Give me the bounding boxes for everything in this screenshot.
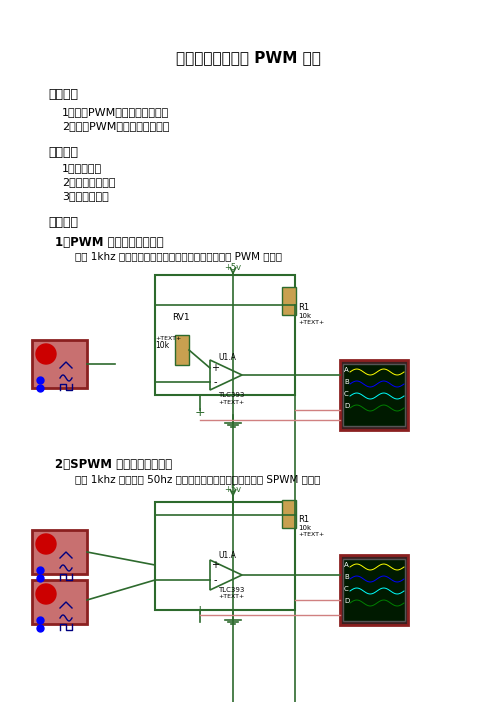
Bar <box>155 275 295 395</box>
Text: +TEXT+: +TEXT+ <box>298 321 324 326</box>
Bar <box>155 502 295 610</box>
Text: 实验线路: 实验线路 <box>48 216 78 228</box>
Circle shape <box>36 584 56 604</box>
Text: C: C <box>344 586 349 592</box>
Text: +: + <box>211 363 219 373</box>
Text: 2、SPWM 信号产生原理电路: 2、SPWM 信号产生原理电路 <box>55 458 172 472</box>
Text: 1、信号源。: 1、信号源。 <box>62 163 102 173</box>
FancyBboxPatch shape <box>340 360 408 430</box>
Text: 2、四踪示波器。: 2、四踪示波器。 <box>62 177 116 187</box>
Text: 3、电子元件。: 3、电子元件。 <box>62 191 109 201</box>
Text: +: + <box>195 406 205 420</box>
Text: 2、掌握PWM信号电路的设计。: 2、掌握PWM信号电路的设计。 <box>62 121 169 131</box>
Text: TLC393: TLC393 <box>218 392 245 398</box>
Text: +TEXT+: +TEXT+ <box>218 399 244 404</box>
Text: +5v: +5v <box>224 263 242 272</box>
Text: D: D <box>344 403 349 409</box>
Text: 实验四、脉宽调制 PWM 技术: 实验四、脉宽调制 PWM 技术 <box>176 51 320 65</box>
Text: U1.A: U1.A <box>218 354 236 362</box>
Text: 10k: 10k <box>298 525 311 531</box>
Bar <box>175 335 189 365</box>
Text: R1: R1 <box>298 303 309 312</box>
Circle shape <box>36 534 56 554</box>
Text: TLC393: TLC393 <box>218 587 245 593</box>
Text: R1: R1 <box>298 515 309 524</box>
Text: 标准 1khz 三角波与直流电压进行比较，就可以得到 PWM 信号。: 标准 1khz 三角波与直流电压进行比较，就可以得到 PWM 信号。 <box>75 251 282 261</box>
Text: C: C <box>344 391 349 397</box>
Text: 10k: 10k <box>155 341 169 350</box>
FancyBboxPatch shape <box>340 555 408 625</box>
Bar <box>343 364 405 426</box>
Text: 10k: 10k <box>298 313 311 319</box>
FancyBboxPatch shape <box>32 530 87 574</box>
Text: +5v: +5v <box>224 485 242 494</box>
Bar <box>343 559 405 621</box>
FancyBboxPatch shape <box>32 580 87 624</box>
Text: 1、PWM 信号产生原理电路: 1、PWM 信号产生原理电路 <box>55 235 164 249</box>
Text: -: - <box>213 575 217 585</box>
Text: U1.A: U1.A <box>218 550 236 559</box>
Text: B: B <box>344 574 349 580</box>
Text: RV1: RV1 <box>172 314 189 322</box>
Text: +TEXT+: +TEXT+ <box>155 336 181 340</box>
Text: +TEXT+: +TEXT+ <box>218 595 244 600</box>
Text: -: - <box>213 377 217 387</box>
Text: 1、掌握PWM信号产生的原理。: 1、掌握PWM信号产生的原理。 <box>62 107 169 117</box>
Text: +: + <box>211 560 219 570</box>
Bar <box>282 500 296 528</box>
Text: 标准 1khz 三角波与 50hz 正弦信号进行比较，就可以得到 SPWM 信号。: 标准 1khz 三角波与 50hz 正弦信号进行比较，就可以得到 SPWM 信号… <box>75 474 320 484</box>
Text: D: D <box>344 598 349 604</box>
Text: +TEXT+: +TEXT+ <box>298 533 324 538</box>
Text: +: + <box>195 604 205 616</box>
Text: 实验设备: 实验设备 <box>48 145 78 159</box>
Text: A: A <box>344 367 349 373</box>
Circle shape <box>36 344 56 364</box>
Text: A: A <box>344 562 349 568</box>
FancyBboxPatch shape <box>32 340 87 388</box>
Bar <box>282 287 296 315</box>
Text: B: B <box>344 379 349 385</box>
Text: 实验目的: 实验目的 <box>48 88 78 102</box>
